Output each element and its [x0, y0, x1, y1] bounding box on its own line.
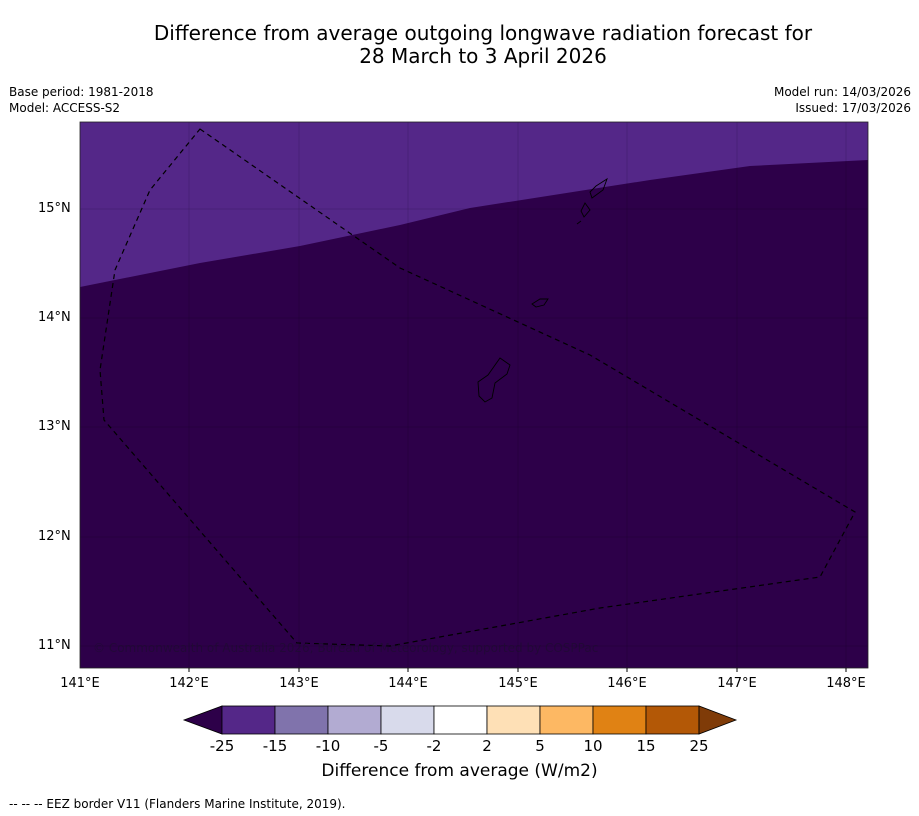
map-title: Difference from average outgoing longwav… — [0, 22, 919, 68]
title-line-1: Difference from average outgoing longwav… — [153, 21, 813, 45]
colorbar-tick-label: 5 — [535, 737, 545, 755]
colorbar-tick-label: -5 — [373, 737, 389, 755]
lon-label: 142°E — [169, 676, 209, 691]
colorbar-title: Difference from average (W/m2) — [321, 761, 598, 781]
lon-label: 147°E — [717, 676, 757, 691]
islands — [477, 177, 608, 403]
model-run: Model run: 14/03/2026 — [773, 85, 911, 99]
colorbar-segment — [380, 705, 435, 735]
anomaly-band-lower — [80, 122, 868, 287]
lon-label: 141°E — [60, 676, 100, 691]
colorbar-tick-label: -10 — [315, 737, 341, 755]
tick-marks — [188, 668, 847, 672]
issued-date: Issued: 17/03/2026 — [795, 101, 911, 115]
copyright-text: © Commonwealth of Australia 2026, Bureau… — [93, 641, 599, 655]
aguijan-island — [576, 220, 582, 225]
lon-label: 144°E — [388, 676, 428, 691]
colorbar-tick-label: 2 — [482, 737, 492, 755]
model-name: Model: ACCESS-S2 — [9, 101, 121, 115]
rota-island — [531, 298, 549, 308]
lat-label: 14°N — [38, 310, 71, 325]
colorbar-segment — [486, 705, 541, 735]
guam-island — [477, 357, 511, 403]
colorbar-segment — [645, 705, 700, 735]
lon-label: 145°E — [498, 676, 538, 691]
colorbar — [182, 705, 738, 735]
lon-label: 146°E — [607, 676, 647, 691]
colorbar-tick-label: 15 — [636, 737, 656, 755]
lat-label: 13°N — [38, 419, 71, 434]
colorbar-extend-min — [182, 705, 223, 735]
lon-label: 148°E — [826, 676, 866, 691]
colorbar-extend-max — [698, 705, 738, 735]
map-frame — [79, 121, 869, 669]
title-line-2: 28 March to 3 April 2026 — [359, 44, 607, 68]
colorbar-tick-label: -15 — [262, 737, 288, 755]
colorbar-segment — [221, 705, 276, 735]
colorbar-segment — [539, 705, 594, 735]
eez-legend: -- -- -- EEZ border V11 (Flanders Marine… — [9, 797, 346, 811]
lon-label: 143°E — [279, 676, 319, 691]
tinian-island — [580, 202, 591, 218]
lat-label: 15°N — [38, 201, 71, 216]
colorbar-tick-label: -2 — [426, 737, 442, 755]
colorbar-segment — [433, 705, 488, 735]
colorbar-tick-label: 10 — [583, 737, 603, 755]
saipan-island — [589, 177, 608, 199]
colorbar-tick-label: -25 — [209, 737, 235, 755]
lat-label: 12°N — [38, 529, 71, 544]
colorbar-tick-label: 25 — [689, 737, 709, 755]
meta-right: Model run: 14/03/2026 Issued: 17/03/2026 — [774, 84, 911, 116]
gridlines — [80, 122, 868, 668]
eez-border — [99, 128, 856, 647]
lat-label: 11°N — [38, 638, 71, 653]
colorbar-segment — [274, 705, 329, 735]
colorbar-segment — [327, 705, 382, 735]
base-period: Base period: 1981-2018 — [9, 85, 154, 99]
colorbar-segment — [592, 705, 647, 735]
meta-left: Base period: 1981-2018 Model: ACCESS-S2 — [9, 84, 154, 116]
